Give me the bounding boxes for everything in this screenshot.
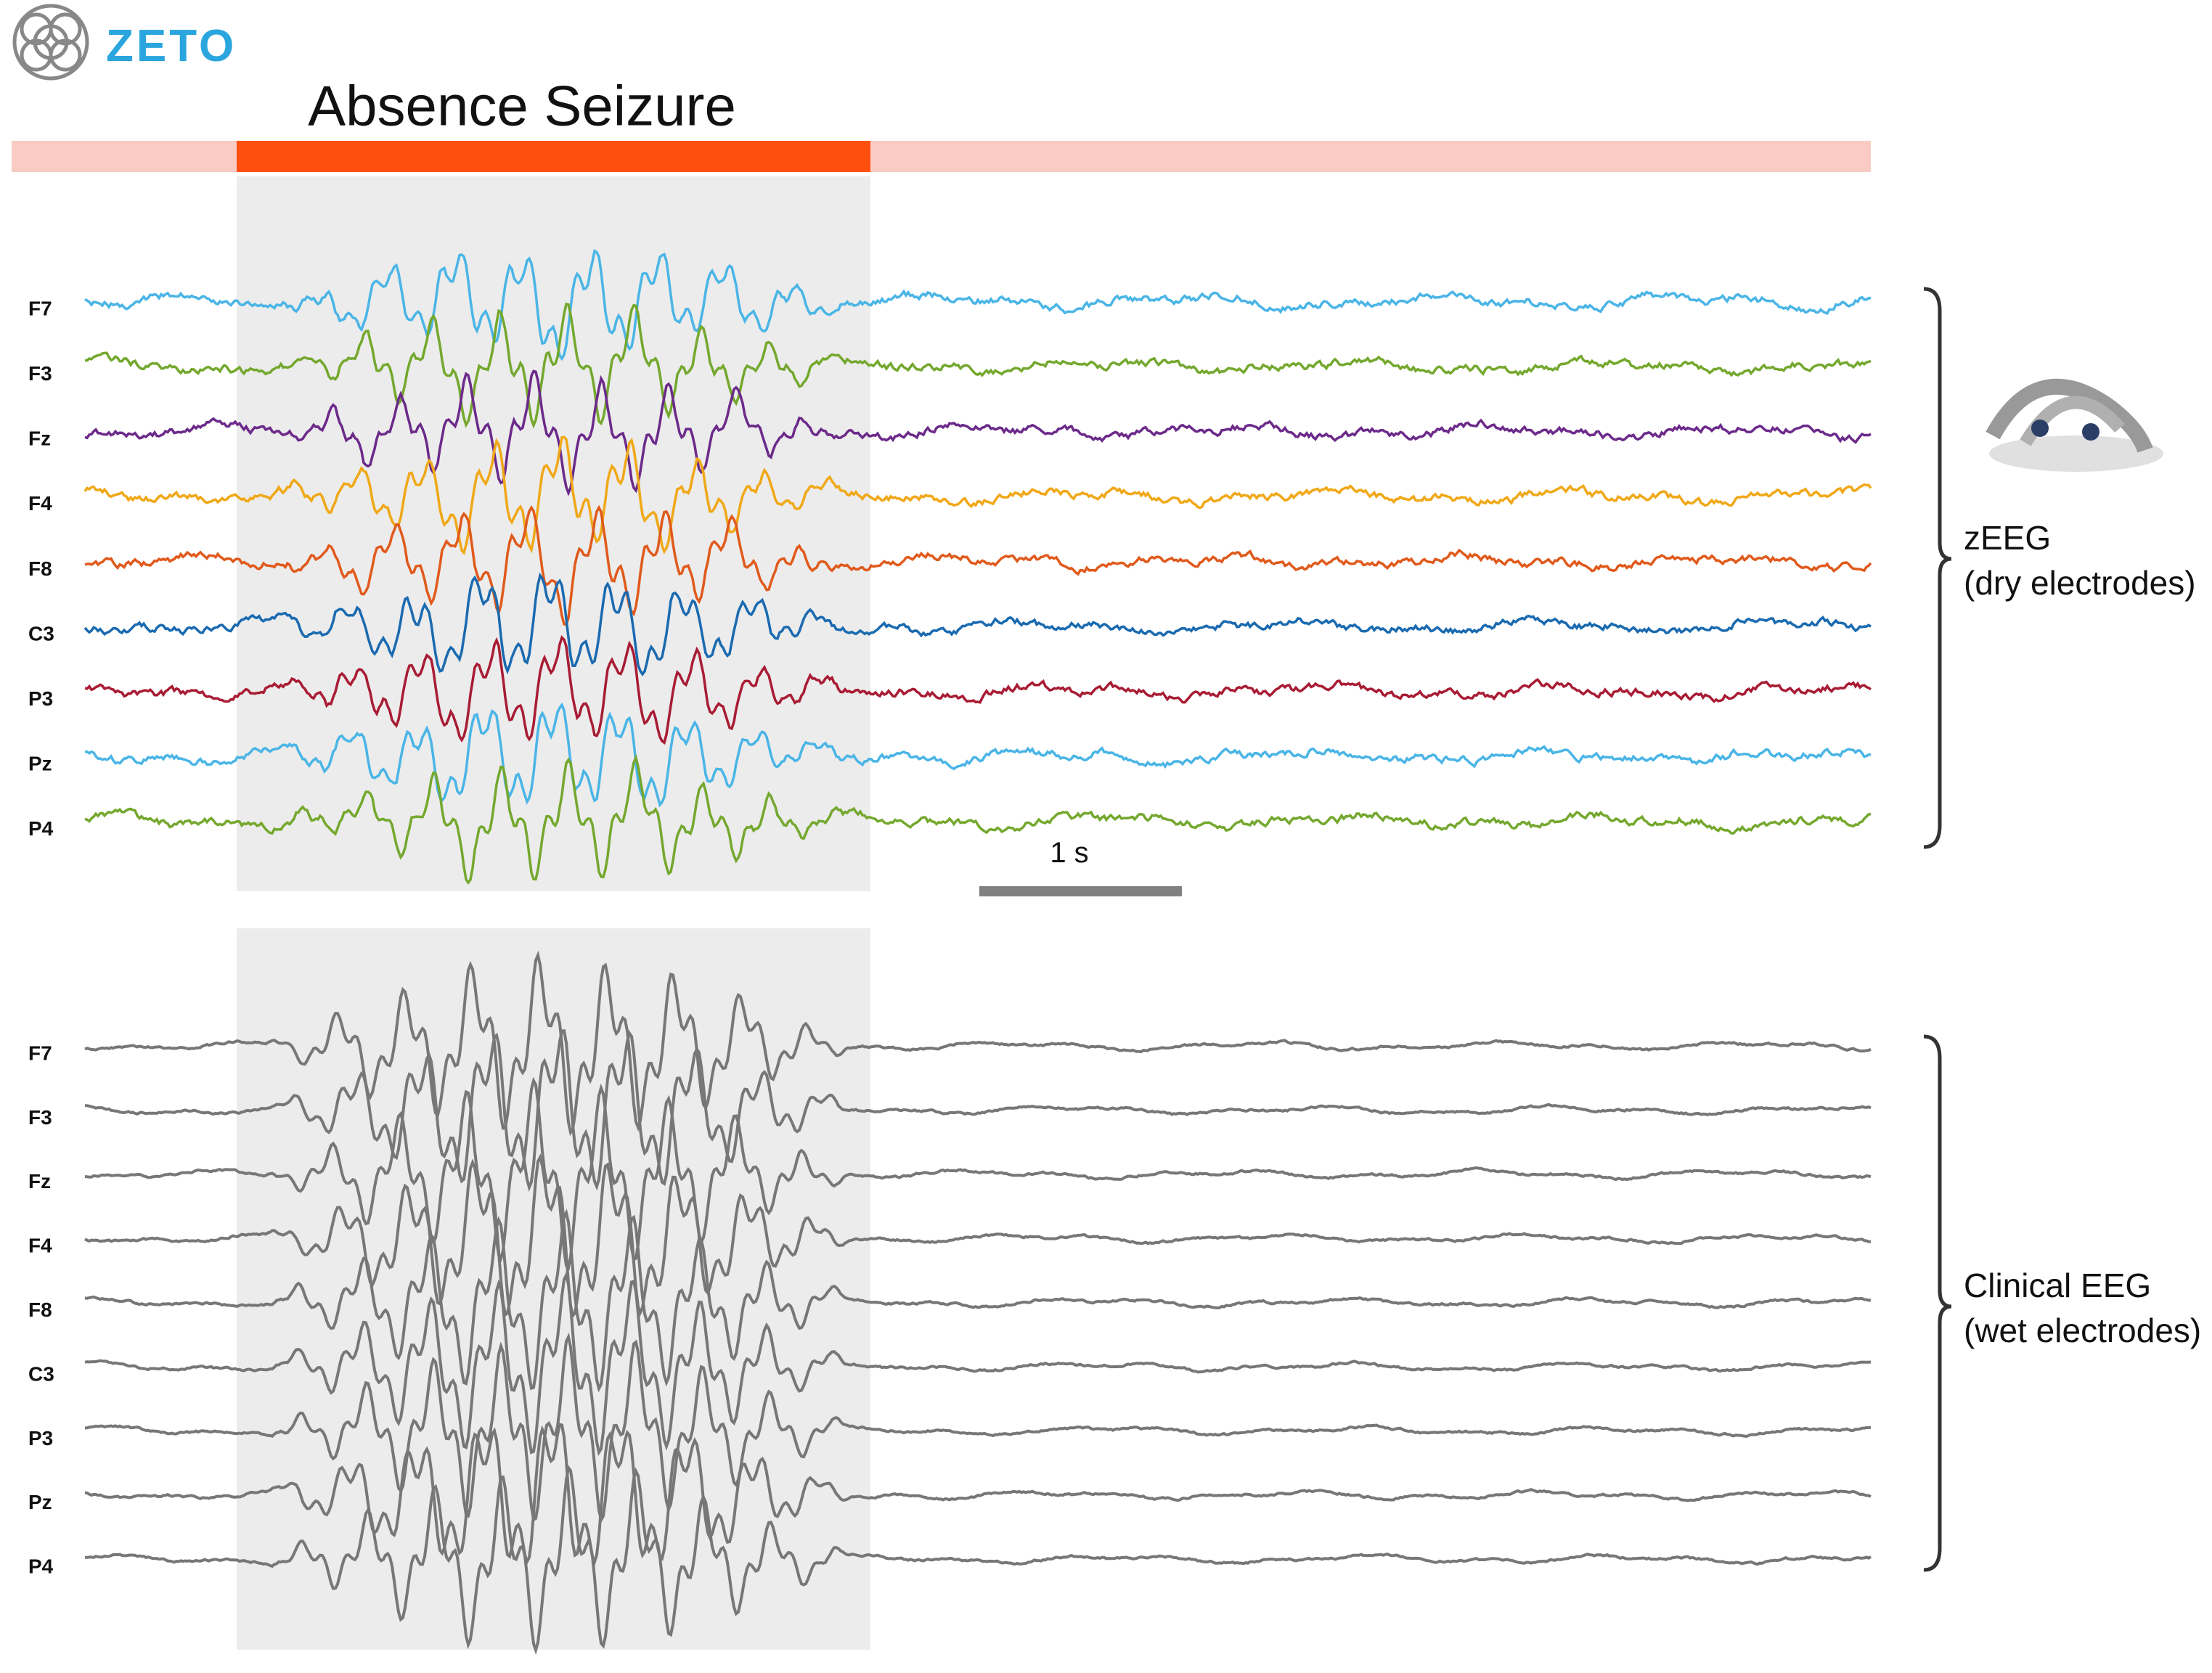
- channel-label: Fz: [28, 428, 51, 450]
- seizure-shade: [237, 176, 870, 891]
- channel-label: P4: [28, 817, 54, 840]
- channel-label: Fz: [28, 1170, 51, 1193]
- headset-icon: [1986, 378, 2163, 472]
- eeg-trace: [84, 1333, 1872, 1524]
- eeg-trace: [84, 504, 1872, 626]
- eeg-trace: [85, 1028, 1872, 1192]
- eeg-trace: [84, 369, 1872, 496]
- panel-label: (wet electrodes): [1964, 1312, 2201, 1349]
- channel-label: P4: [28, 1555, 54, 1578]
- channel-label: F3: [28, 362, 52, 385]
- logo-icon: [12, 4, 89, 81]
- eeg-trace: [84, 950, 1872, 1137]
- channel-label: F4: [28, 1235, 52, 1257]
- eeg-trace: [84, 1153, 1872, 1320]
- channel-label: Pz: [28, 1491, 52, 1513]
- eeg-trace: [83, 435, 1872, 556]
- eeg-trace: [84, 635, 1872, 745]
- channel-label: F3: [28, 1106, 52, 1129]
- scale-bar: [979, 886, 1182, 896]
- eeg-trace: [84, 1464, 1872, 1655]
- brace: [1923, 1034, 1952, 1572]
- eeg-trace: [84, 1208, 1872, 1393]
- brace: [1923, 287, 1952, 849]
- channel-label: Pz: [28, 753, 52, 775]
- panel-label: Clinical EEG: [1964, 1267, 2151, 1304]
- channel-label: F7: [28, 1042, 52, 1064]
- logo-text: ZETO: [106, 21, 237, 71]
- panel-label: zEEG: [1964, 519, 2051, 557]
- eeg-trace: [84, 702, 1871, 808]
- eeg-trace: [84, 753, 1872, 885]
- channel-label: P3: [28, 687, 53, 710]
- eeg-trace: [83, 572, 1872, 676]
- eeg-trace: [84, 248, 1872, 361]
- eeg-trace: [84, 1423, 1872, 1566]
- channel-label: C3: [28, 1362, 54, 1385]
- panel-label: (dry electrodes): [1964, 564, 2196, 602]
- eeg-trace: [84, 302, 1872, 429]
- channel-label: C3: [28, 622, 54, 645]
- channel-label: F8: [28, 1298, 52, 1321]
- channel-label: F7: [28, 297, 52, 319]
- channel-label: F4: [28, 492, 52, 515]
- scale-label: 1 s: [1050, 837, 1088, 869]
- title: Absence Seizure: [308, 74, 736, 138]
- channel-label: F8: [28, 557, 52, 580]
- channel-label: P3: [28, 1427, 53, 1449]
- eeg-trace: [84, 1076, 1872, 1271]
- seizure-bar: [237, 141, 870, 172]
- eeg-trace: [84, 1271, 1872, 1457]
